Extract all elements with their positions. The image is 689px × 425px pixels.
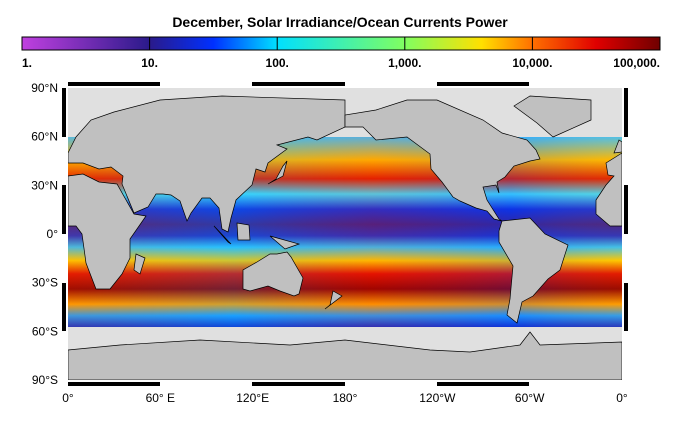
longitude-label: 0° xyxy=(616,391,628,405)
latitude-label: 30°N xyxy=(31,178,58,192)
axis-labels: 90°N 60°N 30°N 0° 30°S 60°S 90°S 0° 60° E 120°E 18… xyxy=(31,81,628,405)
latitude-label: 0° xyxy=(47,227,59,241)
longitude-label: 0° xyxy=(62,391,74,405)
latitude-label: 30°S xyxy=(32,276,58,290)
colorbar-label: 100. xyxy=(266,56,289,70)
colorbar-ticks: 1. 10. 100. 1,000. 10,000. 100,000. xyxy=(22,37,660,70)
land xyxy=(68,95,622,380)
map-title: December, Solar Irradiance/Ocean Current… xyxy=(172,14,508,30)
latitude-label: 60°S xyxy=(32,324,58,338)
longitude-label: 180° xyxy=(333,391,358,405)
longitude-label: 120°W xyxy=(419,391,456,405)
map-frame xyxy=(62,82,628,386)
colorbar-label: 10. xyxy=(141,56,158,70)
latitude-label: 60°N xyxy=(31,130,58,144)
longitude-label: 120°E xyxy=(236,391,269,405)
latitude-label: 90°S xyxy=(32,373,58,387)
map xyxy=(68,88,622,380)
latitude-label: 90°N xyxy=(31,81,58,95)
colorbar-label: 1. xyxy=(22,56,32,70)
colorbar-label: 100,000. xyxy=(613,56,660,70)
longitude-label: 60°W xyxy=(515,391,545,405)
colorbar xyxy=(21,36,661,51)
longitude-label: 60° E xyxy=(146,391,175,405)
colorbar-label: 10,000. xyxy=(512,56,552,70)
colorbar-label: 1,000. xyxy=(388,56,421,70)
